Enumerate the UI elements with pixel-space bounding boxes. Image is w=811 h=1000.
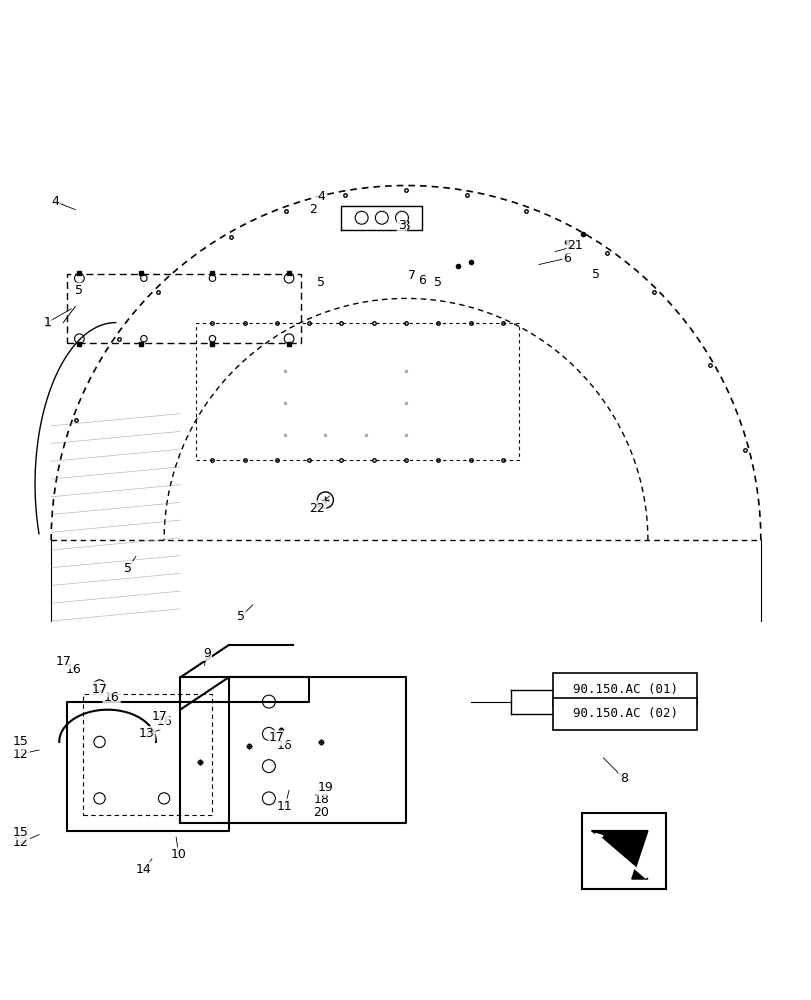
Text: 4: 4 <box>317 190 325 203</box>
Text: 17: 17 <box>152 710 168 723</box>
Text: 14: 14 <box>136 863 152 876</box>
Text: 17: 17 <box>268 731 285 744</box>
Polygon shape <box>590 831 647 879</box>
Text: 10: 10 <box>170 848 187 861</box>
Text: 15: 15 <box>12 735 28 748</box>
Text: 5: 5 <box>434 276 442 289</box>
Text: 4: 4 <box>51 195 59 208</box>
Text: 6: 6 <box>563 252 570 265</box>
Text: 2: 2 <box>309 203 317 216</box>
Text: 12: 12 <box>13 836 28 849</box>
Text: 5: 5 <box>590 268 599 281</box>
Text: 5: 5 <box>236 610 244 623</box>
Text: 12: 12 <box>13 748 28 761</box>
Text: 1: 1 <box>43 316 52 330</box>
Text: 9: 9 <box>203 647 211 660</box>
Text: 3: 3 <box>397 219 406 232</box>
Text: 20: 20 <box>313 806 328 819</box>
Text: 11: 11 <box>277 800 293 813</box>
Text: 17: 17 <box>55 655 71 668</box>
FancyBboxPatch shape <box>552 673 697 706</box>
Text: 5: 5 <box>75 284 84 297</box>
Text: 5: 5 <box>317 276 325 289</box>
Text: 17: 17 <box>92 683 107 696</box>
Text: 16: 16 <box>66 663 82 676</box>
Text: 19: 19 <box>317 781 333 794</box>
Text: 18: 18 <box>313 793 328 806</box>
Text: 6: 6 <box>418 274 426 287</box>
Text: 16: 16 <box>277 739 293 752</box>
Text: 16: 16 <box>156 715 172 728</box>
Text: 90.150.AC (01): 90.150.AC (01) <box>572 683 677 696</box>
FancyBboxPatch shape <box>552 698 697 730</box>
FancyBboxPatch shape <box>581 813 665 889</box>
Text: 1: 1 <box>43 316 51 329</box>
Text: 21: 21 <box>567 239 582 252</box>
Text: 13: 13 <box>139 727 154 740</box>
Text: 15: 15 <box>12 826 28 839</box>
Text: 90.150.AC (02): 90.150.AC (02) <box>572 707 677 720</box>
Text: 22: 22 <box>309 502 324 515</box>
Text: 7: 7 <box>408 269 416 282</box>
Text: 8: 8 <box>619 772 627 785</box>
Text: 3: 3 <box>401 219 410 233</box>
Text: 5: 5 <box>123 562 131 575</box>
Text: 16: 16 <box>104 691 119 704</box>
